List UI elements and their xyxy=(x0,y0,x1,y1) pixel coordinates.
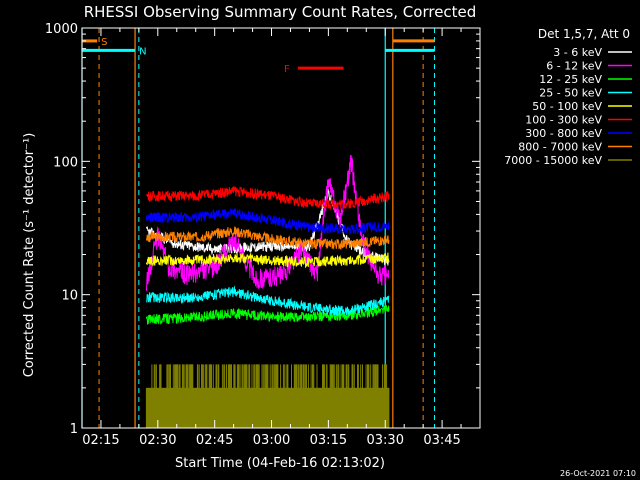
legend-entry-label: 50 - 100 keV xyxy=(532,100,602,113)
series-line xyxy=(145,304,390,325)
x-tick-label: 03:00 xyxy=(253,433,290,448)
series-6-12-kev xyxy=(145,154,390,291)
x-tick-label: 03:45 xyxy=(423,433,460,448)
legend-header: Det 1,5,7, Att 0 xyxy=(538,27,630,41)
series-line xyxy=(146,285,390,317)
annotation-label: S xyxy=(101,37,107,48)
series-300-800-kev xyxy=(145,208,390,236)
series-800-7000-kev xyxy=(145,226,390,251)
series-line xyxy=(145,154,390,291)
chart-title: RHESSI Observing Summary Count Rates, Co… xyxy=(84,3,477,21)
legend-entry-label: 300 - 800 keV xyxy=(525,127,602,140)
series-7000-15000-kev xyxy=(145,364,390,428)
legend-entry-label: 3 - 6 keV xyxy=(553,46,602,59)
legend-entry-label: 7000 - 15000 keV xyxy=(504,154,602,167)
y-tick-label: 1 xyxy=(70,422,78,437)
y-tick-label: 10 xyxy=(61,289,78,304)
x-tick-label: 03:30 xyxy=(367,433,404,448)
series-100-300-kev xyxy=(145,185,390,211)
series-50-100-kev xyxy=(145,252,390,269)
plot-frame xyxy=(81,27,481,429)
x-tick-label: 02:30 xyxy=(139,433,176,448)
legend-entry-label: 800 - 7000 keV xyxy=(518,141,602,154)
series-25-50-kev xyxy=(146,285,390,317)
legend-entry-label: 100 - 300 keV xyxy=(525,114,602,127)
x-tick-label: 02:45 xyxy=(196,433,233,448)
legend-entry-label: 25 - 50 keV xyxy=(539,87,602,100)
series-line xyxy=(145,208,390,236)
timestamp: 26-Oct-2021 07:10 xyxy=(560,469,636,478)
legend-entry-label: 12 - 25 keV xyxy=(539,73,602,86)
x-axis-label: Start Time (04-Feb-16 02:13:02) xyxy=(175,456,385,471)
series-12-25-kev xyxy=(145,304,390,325)
x-tick-label: 03:15 xyxy=(310,433,347,448)
y-tick-label: 1000 xyxy=(45,22,78,37)
x-tick-label: 02:15 xyxy=(82,433,119,448)
series-layer xyxy=(145,154,390,428)
axes-layer: 02:15 02:30 02:45 03:00 03:15 03:30 03:45 1 10 10… xyxy=(45,22,481,448)
y-axis-label: Corrected Count Rate (s⁻¹ detector⁻¹) xyxy=(22,133,37,378)
annotation-label: F xyxy=(284,64,290,75)
series-line xyxy=(145,226,390,251)
y-tick-label: 100 xyxy=(53,155,78,170)
series-line xyxy=(145,252,390,269)
series-line xyxy=(145,185,390,211)
annotation-label: N xyxy=(139,46,146,57)
legend-entry-label: 6 - 12 keV xyxy=(546,60,602,73)
